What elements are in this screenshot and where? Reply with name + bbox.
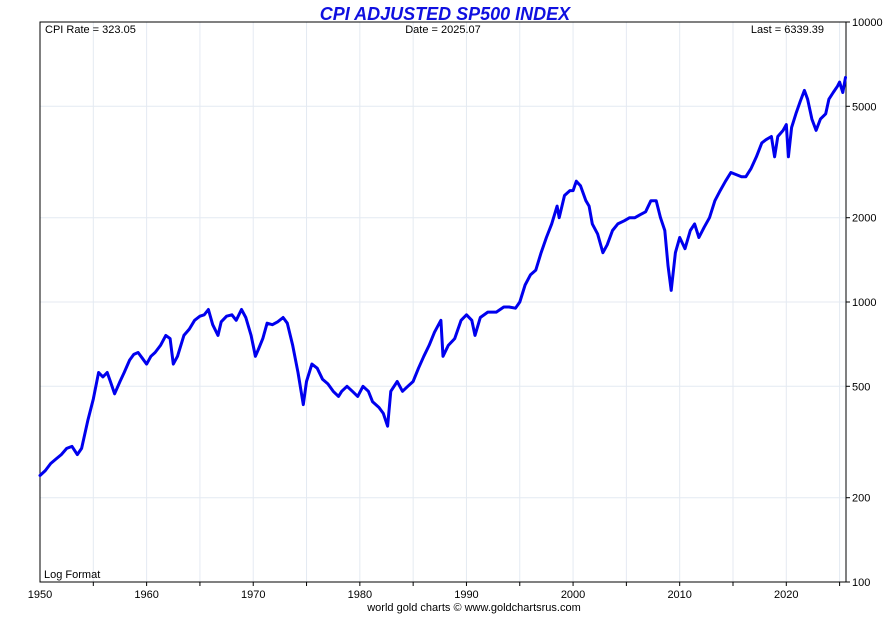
date-label: Date = 2025.07 [405,24,481,36]
x-tick-label: 2010 [667,589,691,601]
series-line [38,75,847,477]
y-tick-label: 200 [852,493,870,505]
x-tick-label: 2000 [561,589,585,601]
credit-label: world gold charts © www.goldchartsrus.co… [366,602,581,614]
grid [40,21,846,583]
y-tick-label: 100 [852,577,870,589]
series-layer [38,75,847,477]
y-tick-label: 1000 [852,297,876,309]
y-tick-label: 2000 [852,213,876,225]
cpi-rate-label: CPI Rate = 323.05 [45,24,136,36]
x-tick-label: 1980 [348,589,372,601]
axis-ticks: 1950 1960 1970 1980 1990 2000 2010 2020 100 200 50… [28,17,883,601]
y-tick-label: 5000 [852,101,876,113]
y-tick-label: 10000 [852,17,883,29]
last-value-label: Last = 6339.39 [751,24,824,36]
log-format-label: Log Format [44,569,100,581]
x-tick-label: 2020 [774,589,798,601]
x-tick-label: 1960 [134,589,158,601]
y-tick-label: 500 [852,381,870,393]
x-tick-label: 1990 [454,589,478,601]
chart-title: CPI ADJUSTED SP500 INDEX [320,4,571,24]
x-tick-label: 1950 [28,589,52,601]
x-tick-label: 1970 [241,589,265,601]
